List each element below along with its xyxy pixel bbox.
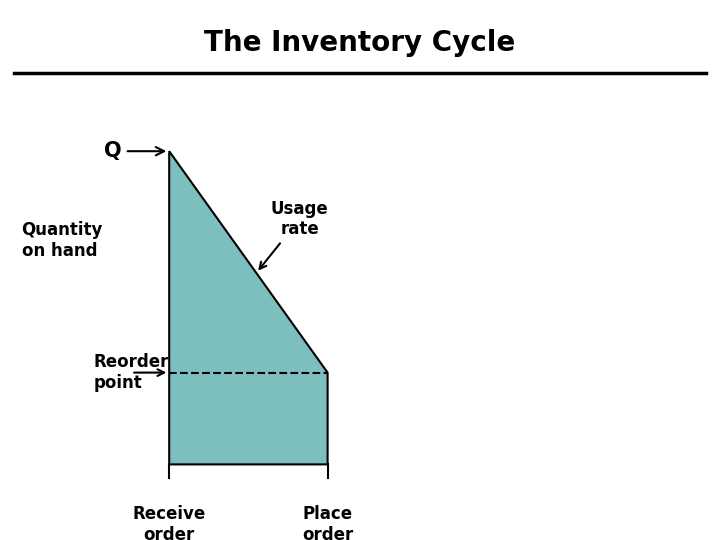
Text: Receive
order: Receive order xyxy=(132,505,206,540)
Text: Place
order: Place order xyxy=(302,505,354,540)
Text: Reorder
point: Reorder point xyxy=(94,353,169,392)
Text: The Inventory Cycle: The Inventory Cycle xyxy=(204,29,516,57)
Text: Usage
rate: Usage rate xyxy=(259,200,328,269)
Polygon shape xyxy=(169,151,328,464)
Text: Q: Q xyxy=(104,141,164,161)
Text: Quantity
on hand: Quantity on hand xyxy=(22,221,103,260)
